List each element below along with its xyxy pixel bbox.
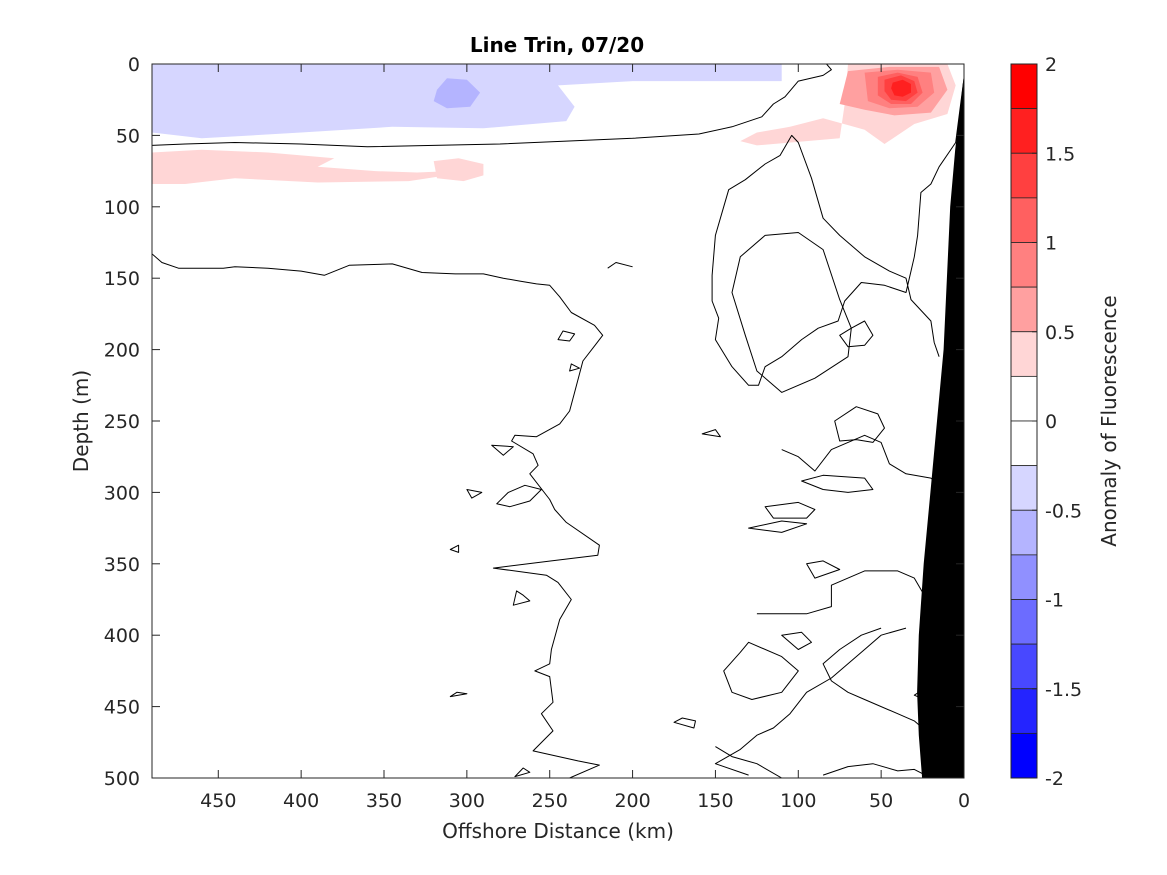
contour-line [806, 560, 841, 579]
contour-line [512, 590, 531, 606]
anomaly-patch [433, 78, 481, 109]
x-axis: 450 400 350 300 250 200 150 100 50 0 [200, 64, 970, 812]
bathymetry-shelf [917, 78, 964, 778]
contour-line [496, 484, 542, 508]
colorbar-level [1010, 331, 1038, 377]
contour-plot: 450 400 350 300 250 200 150 100 50 0 050100150200… [104, 54, 970, 812]
contour-line [822, 763, 932, 778]
colorbar: 2 1.5 1 0.5 0 -0.5 -1 -1.5 -2 [1010, 54, 1082, 790]
contour-line [723, 641, 799, 700]
colorbar-label: Anomaly of Fluorescence [1097, 295, 1121, 546]
contour-line [701, 429, 721, 438]
colorbar-tick-label: 1 [1045, 233, 1057, 255]
x-tick-label: 350 [366, 790, 402, 812]
y-tick-label: 500 [104, 768, 140, 790]
colorbar-level [1010, 465, 1038, 511]
colorbar-level [1010, 420, 1038, 467]
contour-line [569, 363, 580, 372]
anomaly-patch [891, 79, 911, 97]
x-tick-label: 450 [200, 790, 236, 812]
colorbar-level [1010, 242, 1038, 288]
x-tick-label: 50 [869, 790, 893, 812]
y-tick-label: 50 [116, 125, 140, 147]
contour-line [822, 627, 932, 736]
contour-line [781, 434, 940, 486]
contour-line [731, 232, 852, 393]
contour-line [152, 253, 604, 778]
colorbar-level [1010, 108, 1038, 154]
y-tick-label: 0 [128, 54, 140, 76]
anomaly-patch [433, 158, 484, 182]
colorbar-tick-label: 2 [1045, 54, 1057, 76]
x-tick-label: 300 [449, 790, 485, 812]
x-axis-label: Offshore Distance (km) [442, 819, 674, 843]
anomaly-fill-layer [152, 64, 956, 184]
colorbar-level [1010, 152, 1038, 199]
x-tick-label: 150 [697, 790, 733, 812]
colorbar-level [1010, 554, 1038, 600]
x-tick-label: 0 [958, 790, 970, 812]
y-tick-label: 300 [104, 482, 140, 504]
contour-line [839, 320, 874, 348]
contour-line [711, 78, 964, 386]
colorbar-level [1010, 375, 1038, 422]
contour-line [557, 330, 576, 342]
contour-line [673, 717, 696, 729]
contour-line [748, 520, 808, 533]
colorbar-level [1010, 509, 1038, 556]
y-axis: 0 50 100 150 200 250 300 350 400 450 500 [104, 54, 964, 790]
colorbar-tick-label: -2 [1045, 768, 1064, 790]
colorbar-level [1010, 732, 1038, 779]
colorbar-tick-label: -1 [1045, 590, 1064, 612]
contour-line [514, 767, 531, 778]
contour-line [801, 474, 874, 493]
y-tick-label: 200 [104, 340, 140, 362]
y-tick-label: 150 [104, 268, 140, 290]
contour-line [764, 501, 816, 519]
bathymetry-layer [917, 78, 964, 778]
y-tick-label: 350 [104, 554, 140, 576]
contour-line [152, 64, 832, 148]
colorbar-level [1010, 286, 1038, 333]
colorbar-level [1010, 197, 1038, 243]
y-tick-label: 250 [104, 411, 140, 433]
colorbar-level [1010, 643, 1038, 690]
colorbar-level [1010, 688, 1038, 734]
contour-line [449, 691, 468, 698]
chart-title: Line Trin, 07/20 [470, 33, 644, 57]
contour-line [715, 746, 782, 778]
anomaly-patch [152, 149, 484, 184]
contour-line [491, 444, 514, 456]
colorbar-tick-label: -0.5 [1045, 500, 1082, 522]
contour-line [781, 631, 812, 650]
colorbar-tick-label: 1.5 [1045, 143, 1075, 165]
y-axis-label: Depth (m) [69, 370, 93, 472]
contour-line [449, 544, 460, 553]
colorbar-ticks: 2 1.5 1 0.5 0 -0.5 -1 -1.5 -2 [1032, 54, 1082, 790]
y-tick-label: 400 [104, 625, 140, 647]
y-tick-label: 450 [104, 697, 140, 719]
colorbar-tick-label: -1.5 [1045, 679, 1082, 701]
colorbar-tick-label: 0.5 [1045, 322, 1075, 344]
colorbar-tick-label: 0 [1045, 411, 1057, 433]
x-tick-label: 250 [532, 790, 568, 812]
contour-line [466, 489, 483, 499]
y-tick-label: 100 [104, 197, 140, 219]
x-tick-label: 200 [614, 790, 650, 812]
colorbar-levels [1010, 63, 1038, 779]
x-tick-label: 400 [283, 790, 319, 812]
contour-line [714, 627, 907, 776]
colorbar-level [1010, 63, 1038, 110]
colorbar-level [1010, 599, 1038, 645]
x-tick-label: 100 [780, 790, 816, 812]
contour-line [834, 406, 885, 443]
contour-line [607, 262, 633, 269]
